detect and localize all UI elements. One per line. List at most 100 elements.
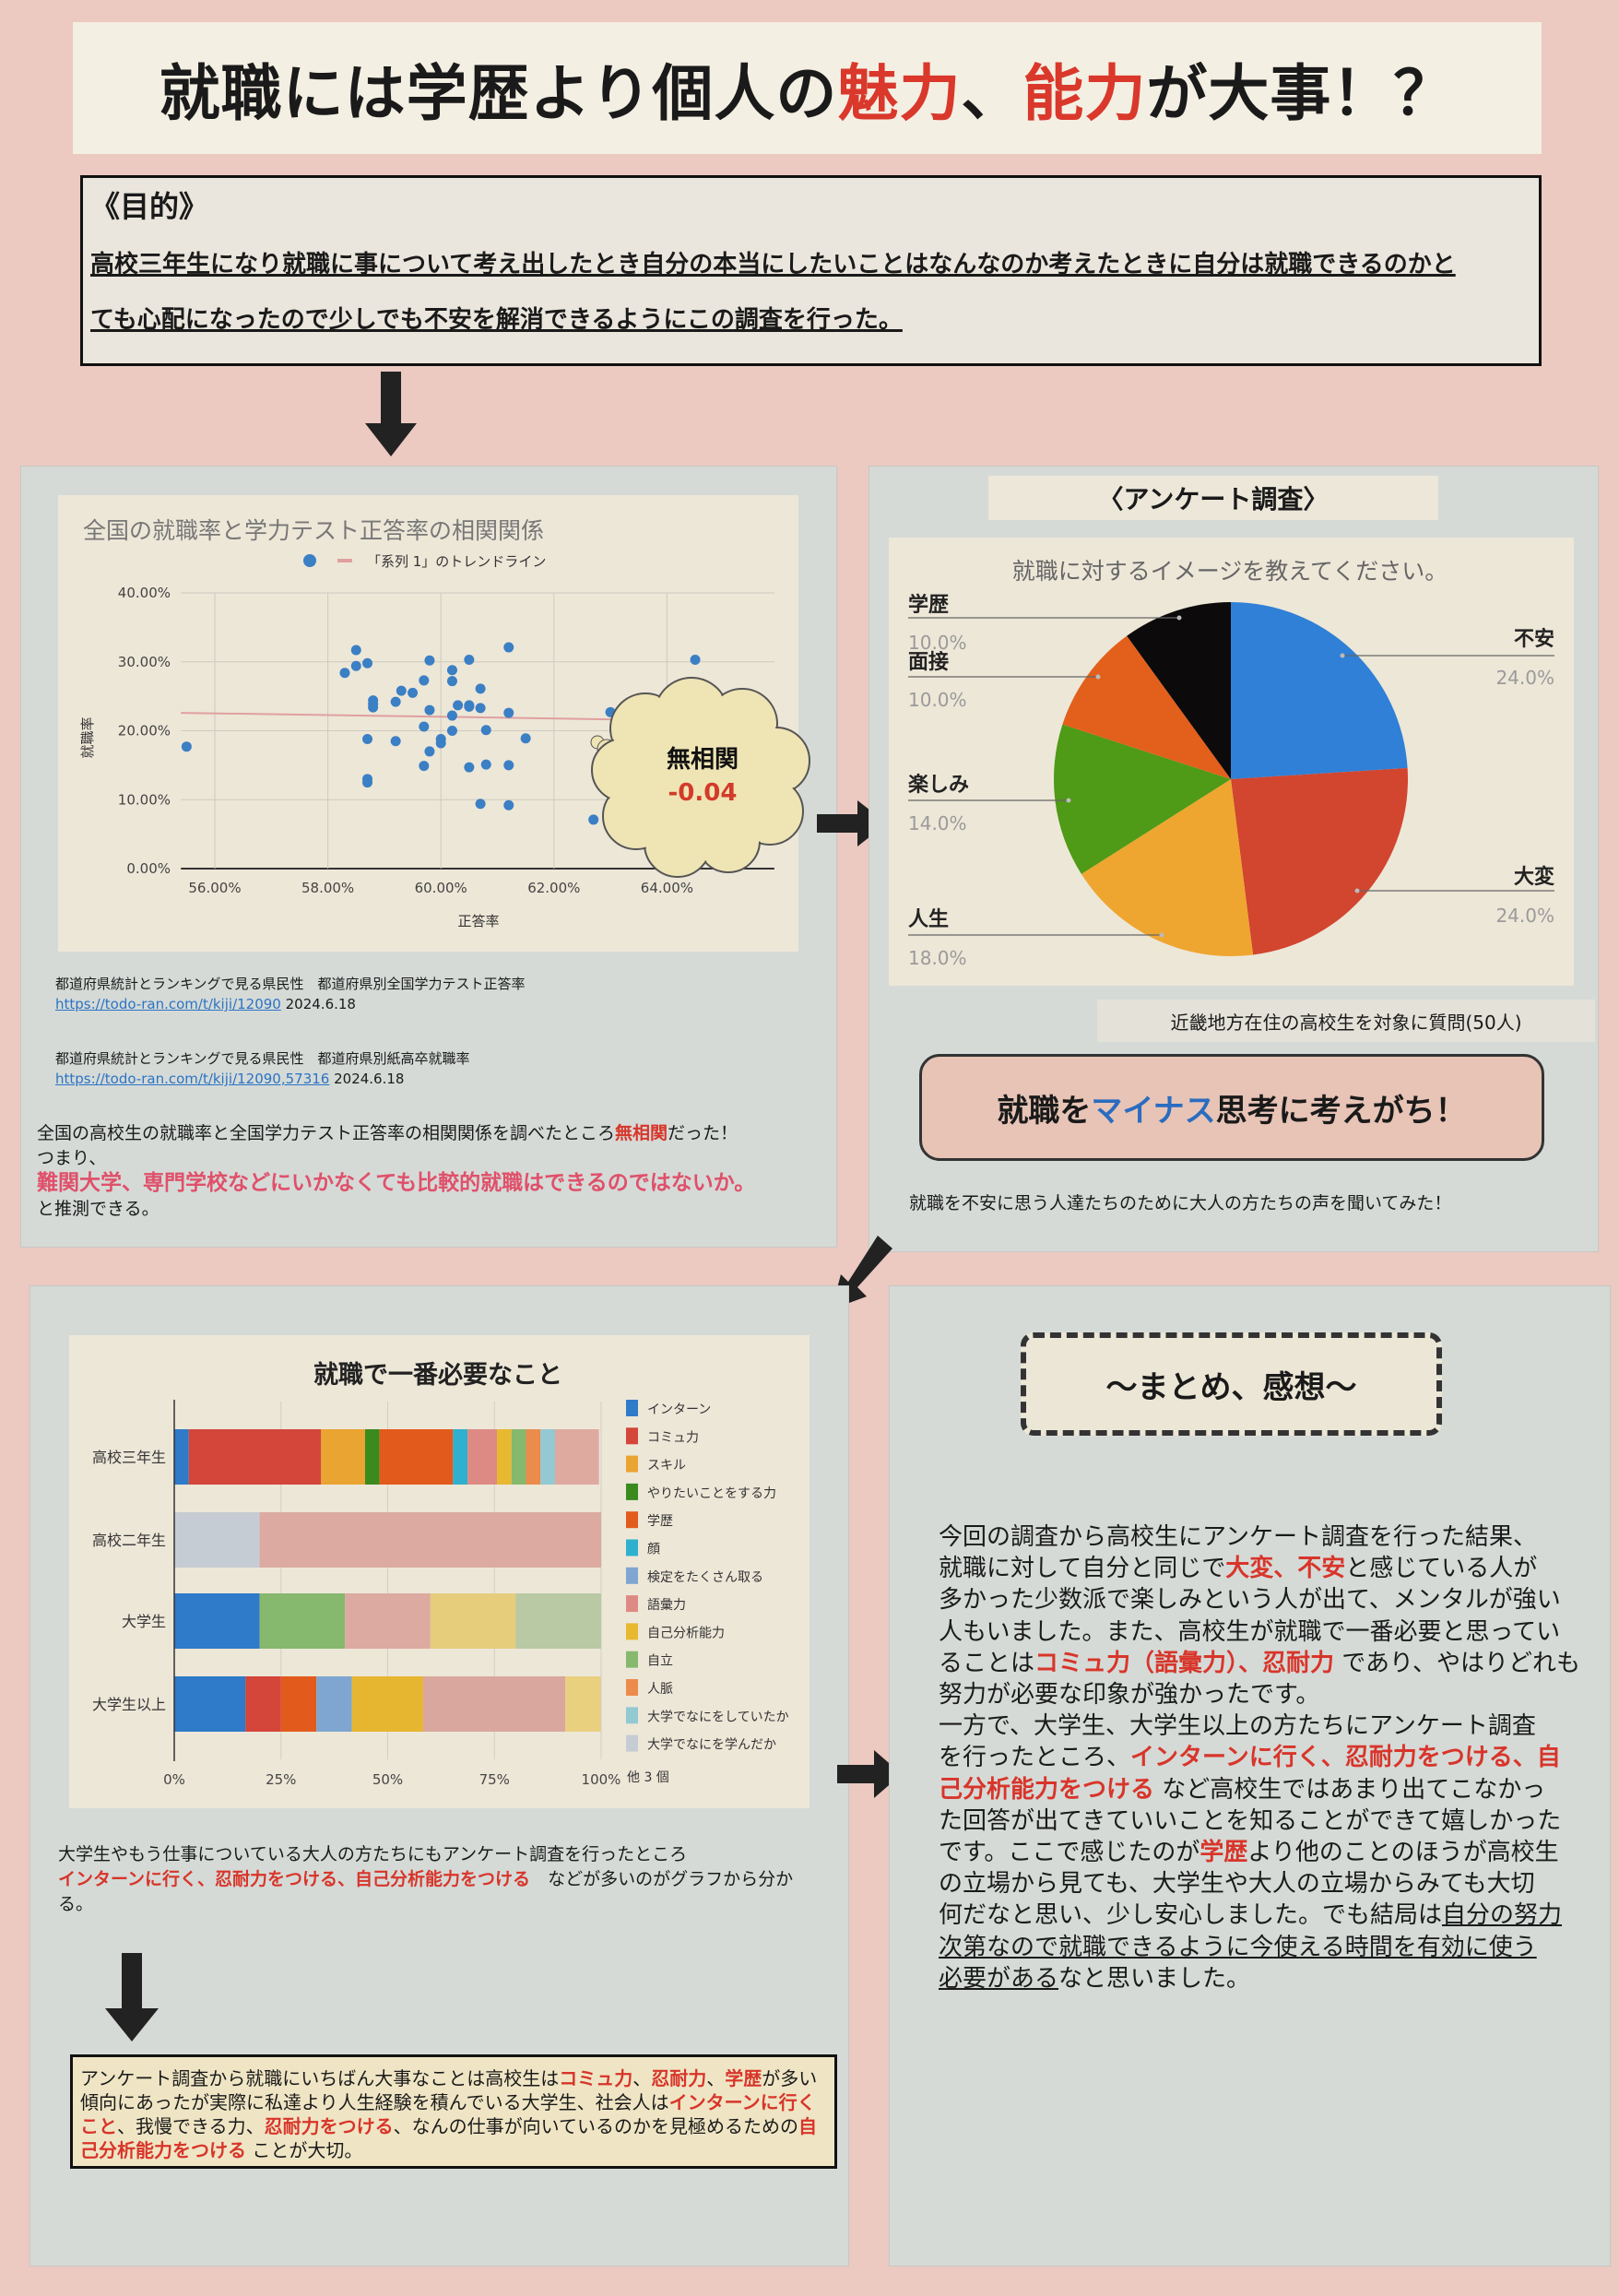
bar-segment [351,1676,423,1732]
callout-value: -0.04 [668,779,738,807]
legend-label: 人脈 [647,1682,673,1697]
y-axis-label: 就職率 [79,716,96,758]
chart-title: 就職で一番必要なこと [313,1361,562,1390]
chart-title: 就職に対するイメージを教えてください。 [1012,558,1448,585]
bar-segment [259,1512,601,1568]
text-segment: 就職を [997,1092,1092,1130]
slice-percent: 18.0% [908,947,967,969]
legend-label: インターン [647,1402,711,1417]
data-point [503,642,514,653]
y-tick-label: 0.00% [126,860,171,877]
summary-heading: ～まとめ、感想～ [1021,1332,1442,1436]
x-tick-label: 0% [163,1771,185,1788]
x-tick-label: 64.00% [641,880,693,896]
data-point [520,733,531,744]
text-segment: より他のことのほうが高校生 の立場から見ても、大学生や大人の立場からみても大切 … [939,1839,1559,1930]
x-tick-label: 62.00% [527,880,580,896]
highlight-text: インターンに行く こと [80,2091,816,2137]
legend-swatch [626,1400,638,1416]
slice-label: 人生 [908,908,949,931]
data-point [368,702,379,713]
legend-label: 大学でなにをしていたか [647,1710,789,1724]
bar-segment [526,1429,541,1485]
scatter-chart: 全国の就職率と学力テスト正答率の相関関係「系列 1」のトレンドライン 0.00% 1… [79,517,810,929]
data-point [339,668,350,679]
data-point [503,799,514,811]
highlight-text: 大変、不安 [1225,1555,1346,1583]
bar-segment [565,1676,601,1732]
underlined-text: 自分の努力 次第なので就職できるように今使える時間を有効に使う 必要がある [939,1901,1563,1993]
text-segment: 、我慢できる力、 [117,2115,265,2137]
legend-swatch [626,1539,638,1556]
data-point [453,700,464,711]
legend-label: スキル [647,1459,686,1473]
source-1-link[interactable]: https://todo-ran.com/t/kiji/12090 [55,996,281,1012]
arrow-down-icon [365,372,417,456]
x-tick-label: 75% [479,1771,510,1788]
y-tick-label: 30.00% [118,654,171,670]
category-label: 大学生以上 [92,1696,166,1713]
x-tick-label: 50% [372,1771,403,1788]
text-segment: が多い 傾向にあったが実際に私達より人生経験を積んでいる大学生、社会人は [80,2067,818,2113]
category-label: 高校二年生 [92,1532,166,1549]
slice-label: 不安 [1514,627,1554,651]
x-tick-label: 60.00% [415,880,467,896]
text-segment: など高校生ではあまり出てこなかっ た回答が出てきていいことを知ることができて嬉し… [939,1775,1562,1867]
slice-label: 楽しみ [908,773,969,797]
correlation-conclusion: 全国の高校生の就職率と全国学力テスト正答率の相関関係を調べたところ無相関だった！… [37,1121,755,1222]
data-point [390,736,401,747]
slice-label: 学歴 [908,593,949,617]
data-point [446,710,457,721]
data-point [588,814,599,825]
legend-label: やりたいことをする力 [647,1486,776,1501]
data-point [419,721,430,732]
leader-dot [1354,888,1360,894]
legend-swatch [626,1679,638,1696]
bar-segment [497,1429,512,1485]
data-point [503,760,514,771]
arrow-right-icon [837,1750,902,1798]
highlight-text: 学歴 [1199,1839,1248,1867]
text-segment: などが多いのがグラフから分か る。 [58,1869,794,1914]
slice-percent: 10.0% [908,689,967,711]
data-point [362,733,373,744]
data-point [475,799,486,810]
source-2-date: 2024.6.18 [334,1071,405,1087]
data-point [446,665,457,676]
highlight-text: インターンに行く、忍耐力をつける、自己分析能力をつける [58,1869,531,1889]
data-point [181,741,192,752]
legend-trend-marker [337,559,352,562]
text-segment: 、 [961,57,1023,129]
bar-segment [174,1593,260,1649]
pie-slice [1231,767,1408,955]
bar-segment [259,1593,346,1649]
slice-label: 面接 [908,651,949,674]
legend-swatch [626,1483,638,1500]
legend-label: 検定をたくさん取る [647,1570,763,1585]
highlight-text: インターンに行く、忍耐力をつける、自 己分析能力をつける [939,1744,1561,1804]
text-segment: 、なんの仕事が向いているのかを見極めるための [393,2115,799,2137]
leader-dot [1159,932,1164,938]
data-point [503,707,514,718]
data-point [464,701,475,712]
bar-segment [316,1676,352,1732]
bar-segment [188,1429,322,1485]
survey-caption: 近畿地方在住の高校生を対象に質問(50人) [1097,1000,1595,1042]
legend-label: コミュ力 [647,1430,699,1445]
highlight-text: 魅力 [837,57,962,129]
bar-segment [174,1429,189,1485]
data-point [362,777,373,788]
source-1-title: 都道府県統計とランキングで見る県民性 都道府県別全国学力テスト正答率 [55,976,526,992]
highlight-text: 難関大学、専門学校などにいかなくても比較的就職はできるのではないか。 [37,1171,756,1195]
data-point [419,675,430,686]
highlight-text: コミュ力（語彙力）、忍耐力 [1034,1649,1335,1677]
text-segment: 大学生やもう仕事についている大人の方たちにもアンケート調査を行ったところ [58,1844,688,1864]
text-segment: なと思いました。 [1058,1964,1251,1993]
x-tick-label: 100% [582,1771,621,1788]
bar-segment [430,1593,516,1649]
legend-swatch [626,1567,638,1584]
y-tick-label: 20.00% [118,723,171,740]
source-2-link[interactable]: https://todo-ran.com/t/kiji/12090,57316 [55,1071,330,1087]
bar-segment [515,1593,601,1649]
needs-summary-box: アンケート調査から就職にいちばん大事なことは高校生はコミュ力、忍耐力、学歴が多い… [70,2054,837,2169]
